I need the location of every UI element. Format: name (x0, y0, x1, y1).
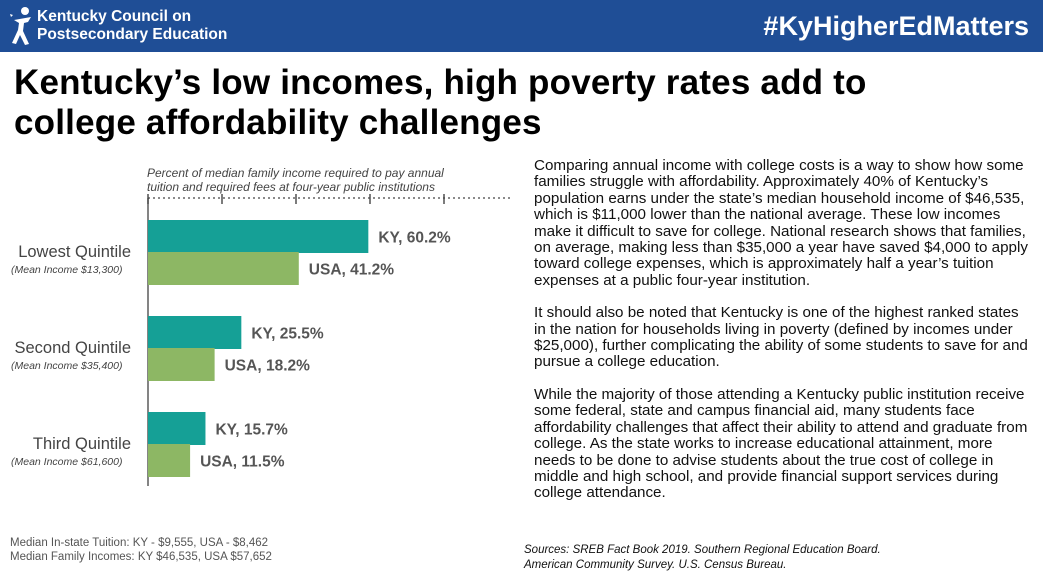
data-label: USA, 11.5% (200, 454, 285, 471)
bar-ky (148, 412, 206, 445)
category-note: (Mean Income $61,600) (11, 456, 122, 468)
bar-ky (148, 316, 242, 349)
category-label: Lowest Quintile (18, 243, 131, 261)
category-note: (Mean Income $35,400) (11, 360, 122, 372)
title-line-2: college affordability challenges (14, 103, 542, 142)
bar-usa (148, 444, 191, 477)
page-title: Kentucky’s low incomes, high poverty rat… (14, 63, 1024, 143)
body-paragraph-2: It should also be noted that Kentucky is… (534, 304, 1028, 371)
org-line-1: Kentucky Council on (37, 8, 192, 25)
chart-caption-line-2: tuition and required fees at four-year p… (147, 180, 435, 194)
bar-usa (148, 252, 299, 285)
bar-usa (148, 348, 215, 381)
data-label: KY, 15.7% (215, 422, 288, 439)
sources-note: Sources: SREB Fact Book 2019. Southern R… (524, 543, 881, 573)
chart-caption: Percent of median family income required… (147, 166, 444, 194)
chart-footnote: Median In-state Tuition: KY - $9,555, US… (10, 536, 272, 564)
data-label: USA, 18.2% (225, 358, 311, 375)
org-line-2: Postsecondary Education (37, 26, 228, 43)
sources-line-2: American Community Survey. U.S. Census B… (524, 559, 787, 571)
category-label: Second Quintile (15, 339, 132, 357)
article-body: Comparing annual income with college cos… (534, 157, 1032, 518)
data-label: KY, 25.5% (251, 326, 324, 343)
hashtag: #KyHigherEdMatters (763, 11, 1029, 41)
bar-ky (148, 220, 369, 253)
sources-line-1: Sources: SREB Fact Book 2019. Southern R… (524, 544, 881, 556)
title-line-1: Kentucky’s low incomes, high poverty rat… (14, 63, 867, 102)
organization-name: Kentucky Council on Postsecondary Educat… (37, 8, 227, 44)
body-paragraph-1: Comparing annual income with college cos… (534, 157, 1028, 289)
footnote-tuition: Median In-state Tuition: KY - $9,555, US… (10, 537, 269, 549)
category-note: (Mean Income $13,300) (11, 264, 122, 276)
footnote-incomes: Median Family Incomes: KY $46,535, USA $… (10, 551, 272, 563)
header-banner: Kentucky Council on Postsecondary Educat… (0, 0, 1043, 52)
body-paragraph-3: While the majority of those attending a … (534, 385, 1028, 502)
data-label: KY, 60.2% (378, 230, 451, 247)
person-figure-icon (10, 7, 31, 45)
data-label: USA, 41.2% (309, 262, 395, 279)
bar-chart: Lowest Quintile (Mean Income $13,300) KY, … (11, 194, 512, 486)
category-label: Third Quintile (33, 435, 131, 453)
chart-caption-line-1: Percent of median family income required… (147, 166, 444, 180)
